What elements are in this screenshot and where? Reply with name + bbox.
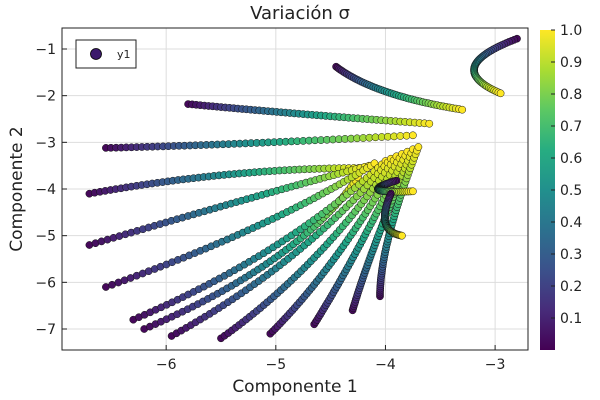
colorbar-tick-label-4: 0.5 <box>560 183 582 199</box>
colorbar-tick-label-0: 0.1 <box>560 311 582 327</box>
x-tick-label-0: −6 <box>156 357 177 373</box>
data-point-16-54 <box>398 231 406 240</box>
y-tick-label-3: −4 <box>35 182 56 198</box>
y-tick-label-2: −5 <box>35 229 56 245</box>
legend-marker <box>90 48 102 60</box>
colorbar-tick-label-8: 0.9 <box>560 55 582 71</box>
data-point-10-54 <box>414 143 423 151</box>
colorbar-ticks: 0.1 0.2 0.3 0.4 0.5 0.6 0.7 0.8 0.9 1.0 <box>551 23 582 327</box>
data-points <box>85 34 521 343</box>
y-axis-title: Componente 2 <box>7 126 27 251</box>
legend: y1 <box>75 39 137 69</box>
chart-title: Variación σ <box>250 3 350 24</box>
data-point-14-54 <box>496 89 505 98</box>
x-tick-label-3: −3 <box>485 357 506 373</box>
legend-label: y1 <box>117 48 131 61</box>
x-tick-label-1: −5 <box>265 357 286 373</box>
colorbar-tick-label-6: 0.7 <box>560 119 582 135</box>
data-point-13-54 <box>458 105 467 114</box>
colorbar-tick-label-3: 0.4 <box>560 215 582 231</box>
colorbar-tick-label-1: 0.2 <box>560 279 582 295</box>
colorbar-tick-label-2: 0.3 <box>560 247 582 263</box>
y-axis-ticks: −7 −6 −5 −4 −3 −2 −1 <box>35 42 67 338</box>
colorbar-tick-label-9: 1.0 <box>560 23 582 39</box>
x-axis-ticks: −6 −5 −4 −3 <box>156 345 506 373</box>
y-tick-label-1: −6 <box>35 275 56 291</box>
x-tick-label-2: −4 <box>375 357 396 373</box>
colorbar-tick-label-7: 0.8 <box>560 87 582 103</box>
legend-box <box>75 39 137 69</box>
colorbar: 0.1 0.2 0.3 0.4 0.5 0.6 0.7 0.8 0.9 1.0 <box>540 23 582 350</box>
colorbar-tick-label-5: 0.6 <box>560 151 582 167</box>
x-axis-title: Componente 1 <box>232 377 357 397</box>
data-point-12-54 <box>425 119 434 128</box>
y-tick-label-6: −1 <box>35 42 56 58</box>
colorbar-gradient <box>540 30 555 350</box>
data-point-15-54 <box>409 187 417 196</box>
data-point-11-54 <box>409 131 417 140</box>
y-tick-label-4: −3 <box>35 135 56 151</box>
y-tick-label-0: −7 <box>35 322 56 338</box>
y-tick-label-5: −2 <box>35 89 56 105</box>
